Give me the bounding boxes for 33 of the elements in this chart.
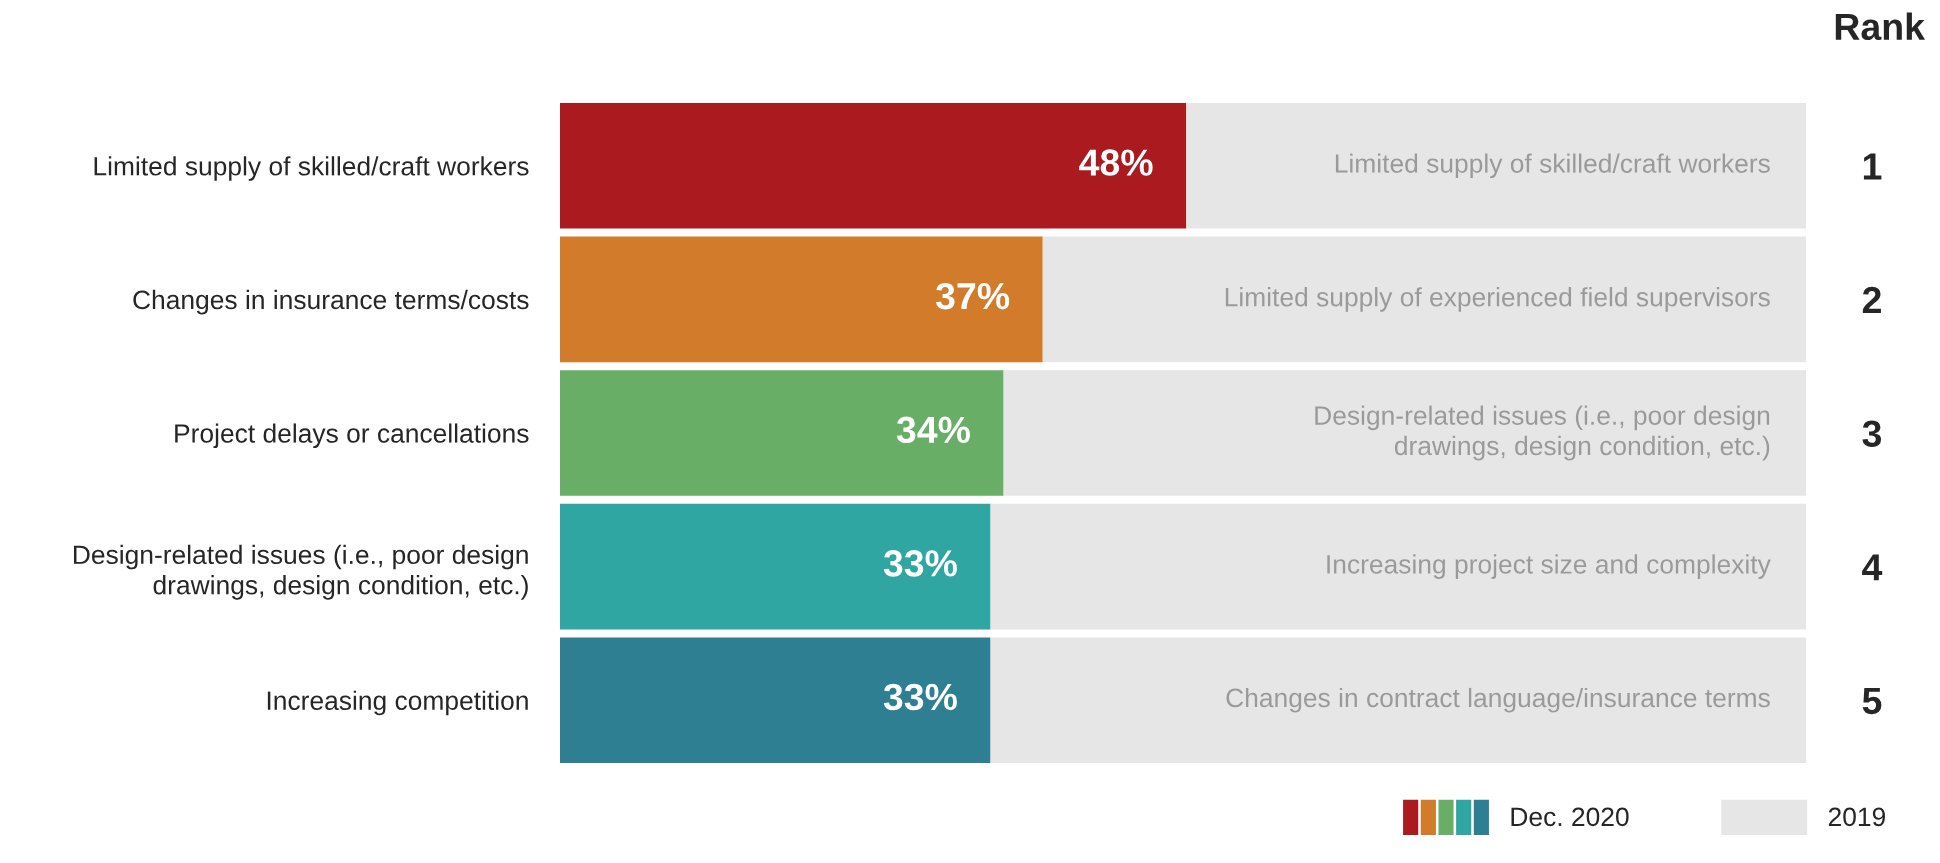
y-tick-label: Design-related issues (i.e., poor design drawings, design condition, etc.) xyxy=(74,544,528,600)
bar xyxy=(560,103,1187,229)
y2-tick-label: 5 xyxy=(1862,687,1882,715)
bar xyxy=(560,503,991,630)
y2-tick-label: 1 xyxy=(1863,153,1882,180)
y-tick-label: Project delays or cancellations xyxy=(175,423,529,449)
bar xyxy=(1003,370,1806,496)
y2-tick-label: 2 xyxy=(1862,286,1881,313)
data-label: Increasing project size and complexity xyxy=(1327,554,1771,579)
y2-axis-title: Rank xyxy=(1835,12,1926,41)
y2-tick-label: 3 xyxy=(1862,420,1882,448)
bar xyxy=(1042,236,1806,363)
y2-tick-label: 4 xyxy=(1862,554,1883,581)
data-label: Design-related issues (i.e., poor design drawings, design condition, etc.) xyxy=(1315,405,1770,461)
bar xyxy=(560,637,991,763)
y-tick-label: Increasing competition xyxy=(267,690,528,716)
data-label: 33% xyxy=(883,550,957,577)
bar xyxy=(560,370,1004,496)
bar xyxy=(1186,103,1806,229)
legend-label: 2019 xyxy=(1828,807,1886,827)
bar xyxy=(990,637,1806,763)
data-label: Limited supply of skilled/craft workers xyxy=(1335,153,1770,179)
data-label: 33% xyxy=(883,683,957,711)
bar xyxy=(560,236,1043,363)
y-tick-label: Limited supply of skilled/craft workers xyxy=(94,156,529,181)
data-label: Limited supply of experienced field supervisors xyxy=(1225,287,1770,312)
bar xyxy=(990,503,1806,630)
legend-label: Dec. 2020 xyxy=(1511,807,1629,827)
y-tick-label: Changes in insurance terms/costs xyxy=(133,289,529,315)
data-label: 34% xyxy=(896,416,970,444)
data-label: 37% xyxy=(935,282,1010,310)
data-label: 48% xyxy=(1079,149,1153,176)
data-label: Changes in contract language/insurance terms xyxy=(1226,687,1770,713)
